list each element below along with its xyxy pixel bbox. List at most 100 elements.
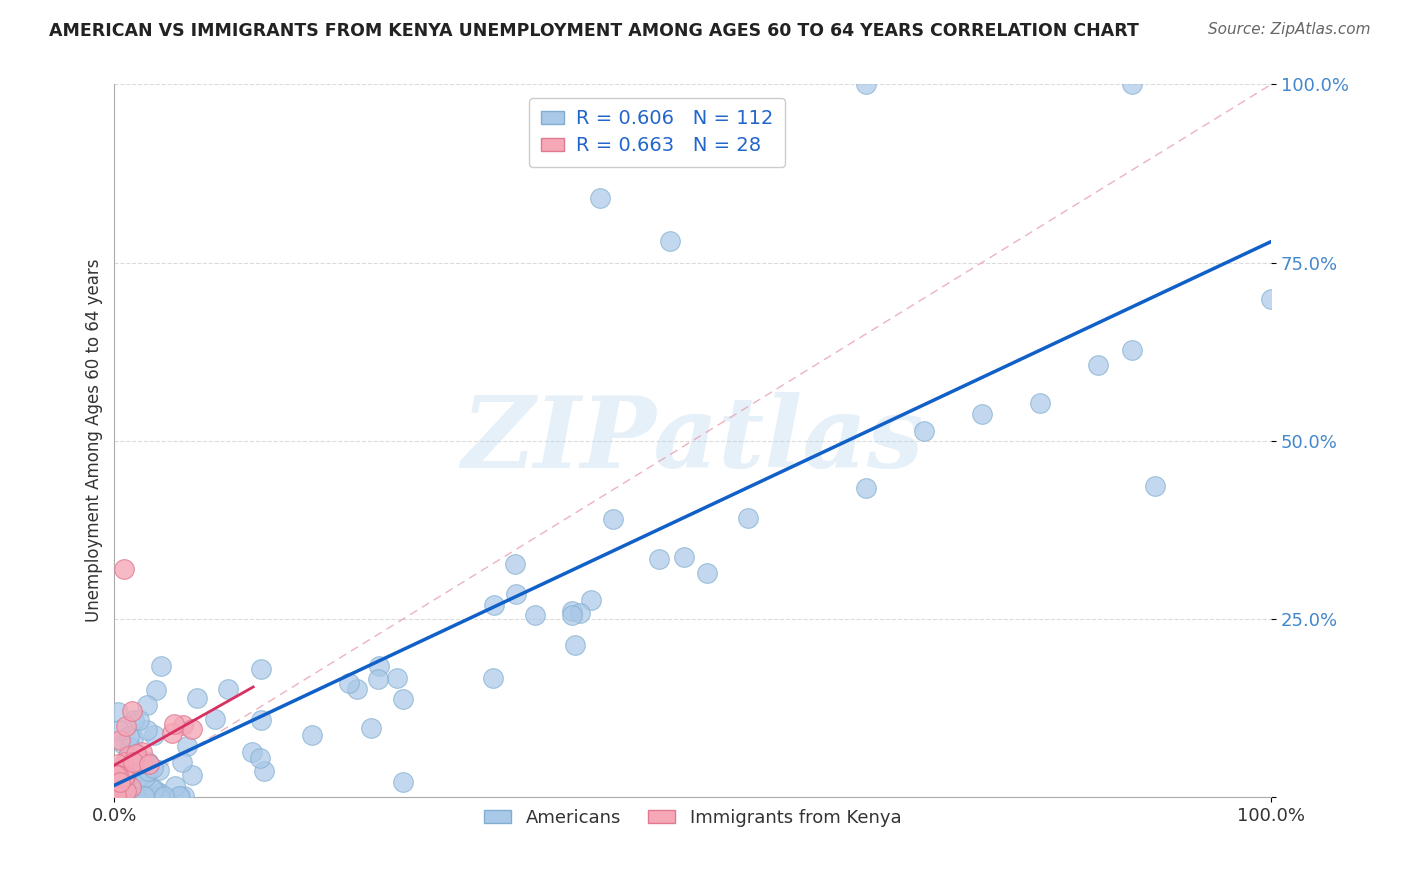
Point xyxy=(108,775,131,789)
Point xyxy=(136,698,159,713)
Point xyxy=(121,752,143,766)
Point xyxy=(115,718,138,732)
Point xyxy=(122,731,145,746)
Point xyxy=(484,598,506,612)
Point xyxy=(138,755,160,769)
Point xyxy=(128,758,150,772)
Point xyxy=(346,681,368,696)
Point xyxy=(114,755,136,769)
Point xyxy=(115,778,138,792)
Point xyxy=(118,767,141,781)
Point xyxy=(368,658,391,673)
Point xyxy=(115,784,138,798)
Point xyxy=(153,789,176,803)
Point xyxy=(658,234,681,248)
Point xyxy=(186,691,208,706)
Point xyxy=(111,763,134,777)
Point xyxy=(114,769,136,783)
Point xyxy=(385,671,408,685)
Point xyxy=(105,789,128,803)
Point xyxy=(568,606,591,620)
Point xyxy=(337,675,360,690)
Point xyxy=(737,510,759,524)
Point xyxy=(589,191,612,205)
Point xyxy=(240,745,263,759)
Point xyxy=(121,755,143,769)
Point xyxy=(125,747,148,761)
Point xyxy=(111,768,134,782)
Point xyxy=(482,672,505,686)
Point xyxy=(117,752,139,766)
Point xyxy=(124,754,146,768)
Point xyxy=(128,713,150,727)
Point xyxy=(250,713,273,727)
Legend: Americans, Immigrants from Kenya: Americans, Immigrants from Kenya xyxy=(477,802,908,834)
Point xyxy=(131,745,153,759)
Point xyxy=(138,757,160,772)
Point xyxy=(131,772,153,787)
Point xyxy=(160,726,183,740)
Point xyxy=(117,763,139,777)
Point xyxy=(181,768,204,782)
Text: ZIPatlas: ZIPatlas xyxy=(461,392,924,489)
Point xyxy=(127,789,149,803)
Point xyxy=(367,672,389,686)
Point xyxy=(970,407,993,421)
Point xyxy=(163,716,186,731)
Point xyxy=(360,721,382,735)
Point xyxy=(122,713,145,727)
Point xyxy=(391,691,413,706)
Point xyxy=(138,764,160,779)
Point xyxy=(148,789,170,803)
Point xyxy=(1260,293,1282,307)
Point xyxy=(136,723,159,737)
Point xyxy=(1121,78,1143,92)
Point xyxy=(127,747,149,762)
Point xyxy=(117,749,139,764)
Point xyxy=(121,780,143,794)
Point xyxy=(122,789,145,803)
Point xyxy=(121,704,143,718)
Point xyxy=(167,789,190,803)
Point xyxy=(143,728,166,742)
Point xyxy=(505,558,527,572)
Point xyxy=(579,592,602,607)
Point xyxy=(138,756,160,771)
Point xyxy=(107,789,129,803)
Point xyxy=(149,787,172,801)
Point xyxy=(217,682,239,697)
Point xyxy=(505,586,527,600)
Point xyxy=(135,789,157,803)
Point xyxy=(112,770,135,784)
Point xyxy=(564,638,586,652)
Point xyxy=(1029,396,1052,410)
Point xyxy=(149,658,172,673)
Point xyxy=(112,737,135,751)
Point xyxy=(165,779,187,793)
Point xyxy=(1087,358,1109,372)
Point xyxy=(176,739,198,753)
Point xyxy=(112,779,135,793)
Point xyxy=(673,550,696,565)
Point xyxy=(110,785,132,799)
Point xyxy=(132,789,155,803)
Point xyxy=(131,756,153,770)
Point xyxy=(110,788,132,802)
Point xyxy=(173,789,195,803)
Point xyxy=(204,712,226,726)
Point xyxy=(107,768,129,782)
Point xyxy=(112,772,135,786)
Point xyxy=(117,789,139,803)
Point xyxy=(128,789,150,803)
Point xyxy=(104,787,127,801)
Point xyxy=(143,781,166,796)
Point xyxy=(145,682,167,697)
Point xyxy=(105,789,128,803)
Point xyxy=(253,764,276,778)
Point xyxy=(112,774,135,789)
Point xyxy=(118,729,141,743)
Point xyxy=(127,789,149,803)
Point xyxy=(104,768,127,782)
Point xyxy=(122,758,145,772)
Y-axis label: Unemployment Among Ages 60 to 64 years: Unemployment Among Ages 60 to 64 years xyxy=(86,259,103,623)
